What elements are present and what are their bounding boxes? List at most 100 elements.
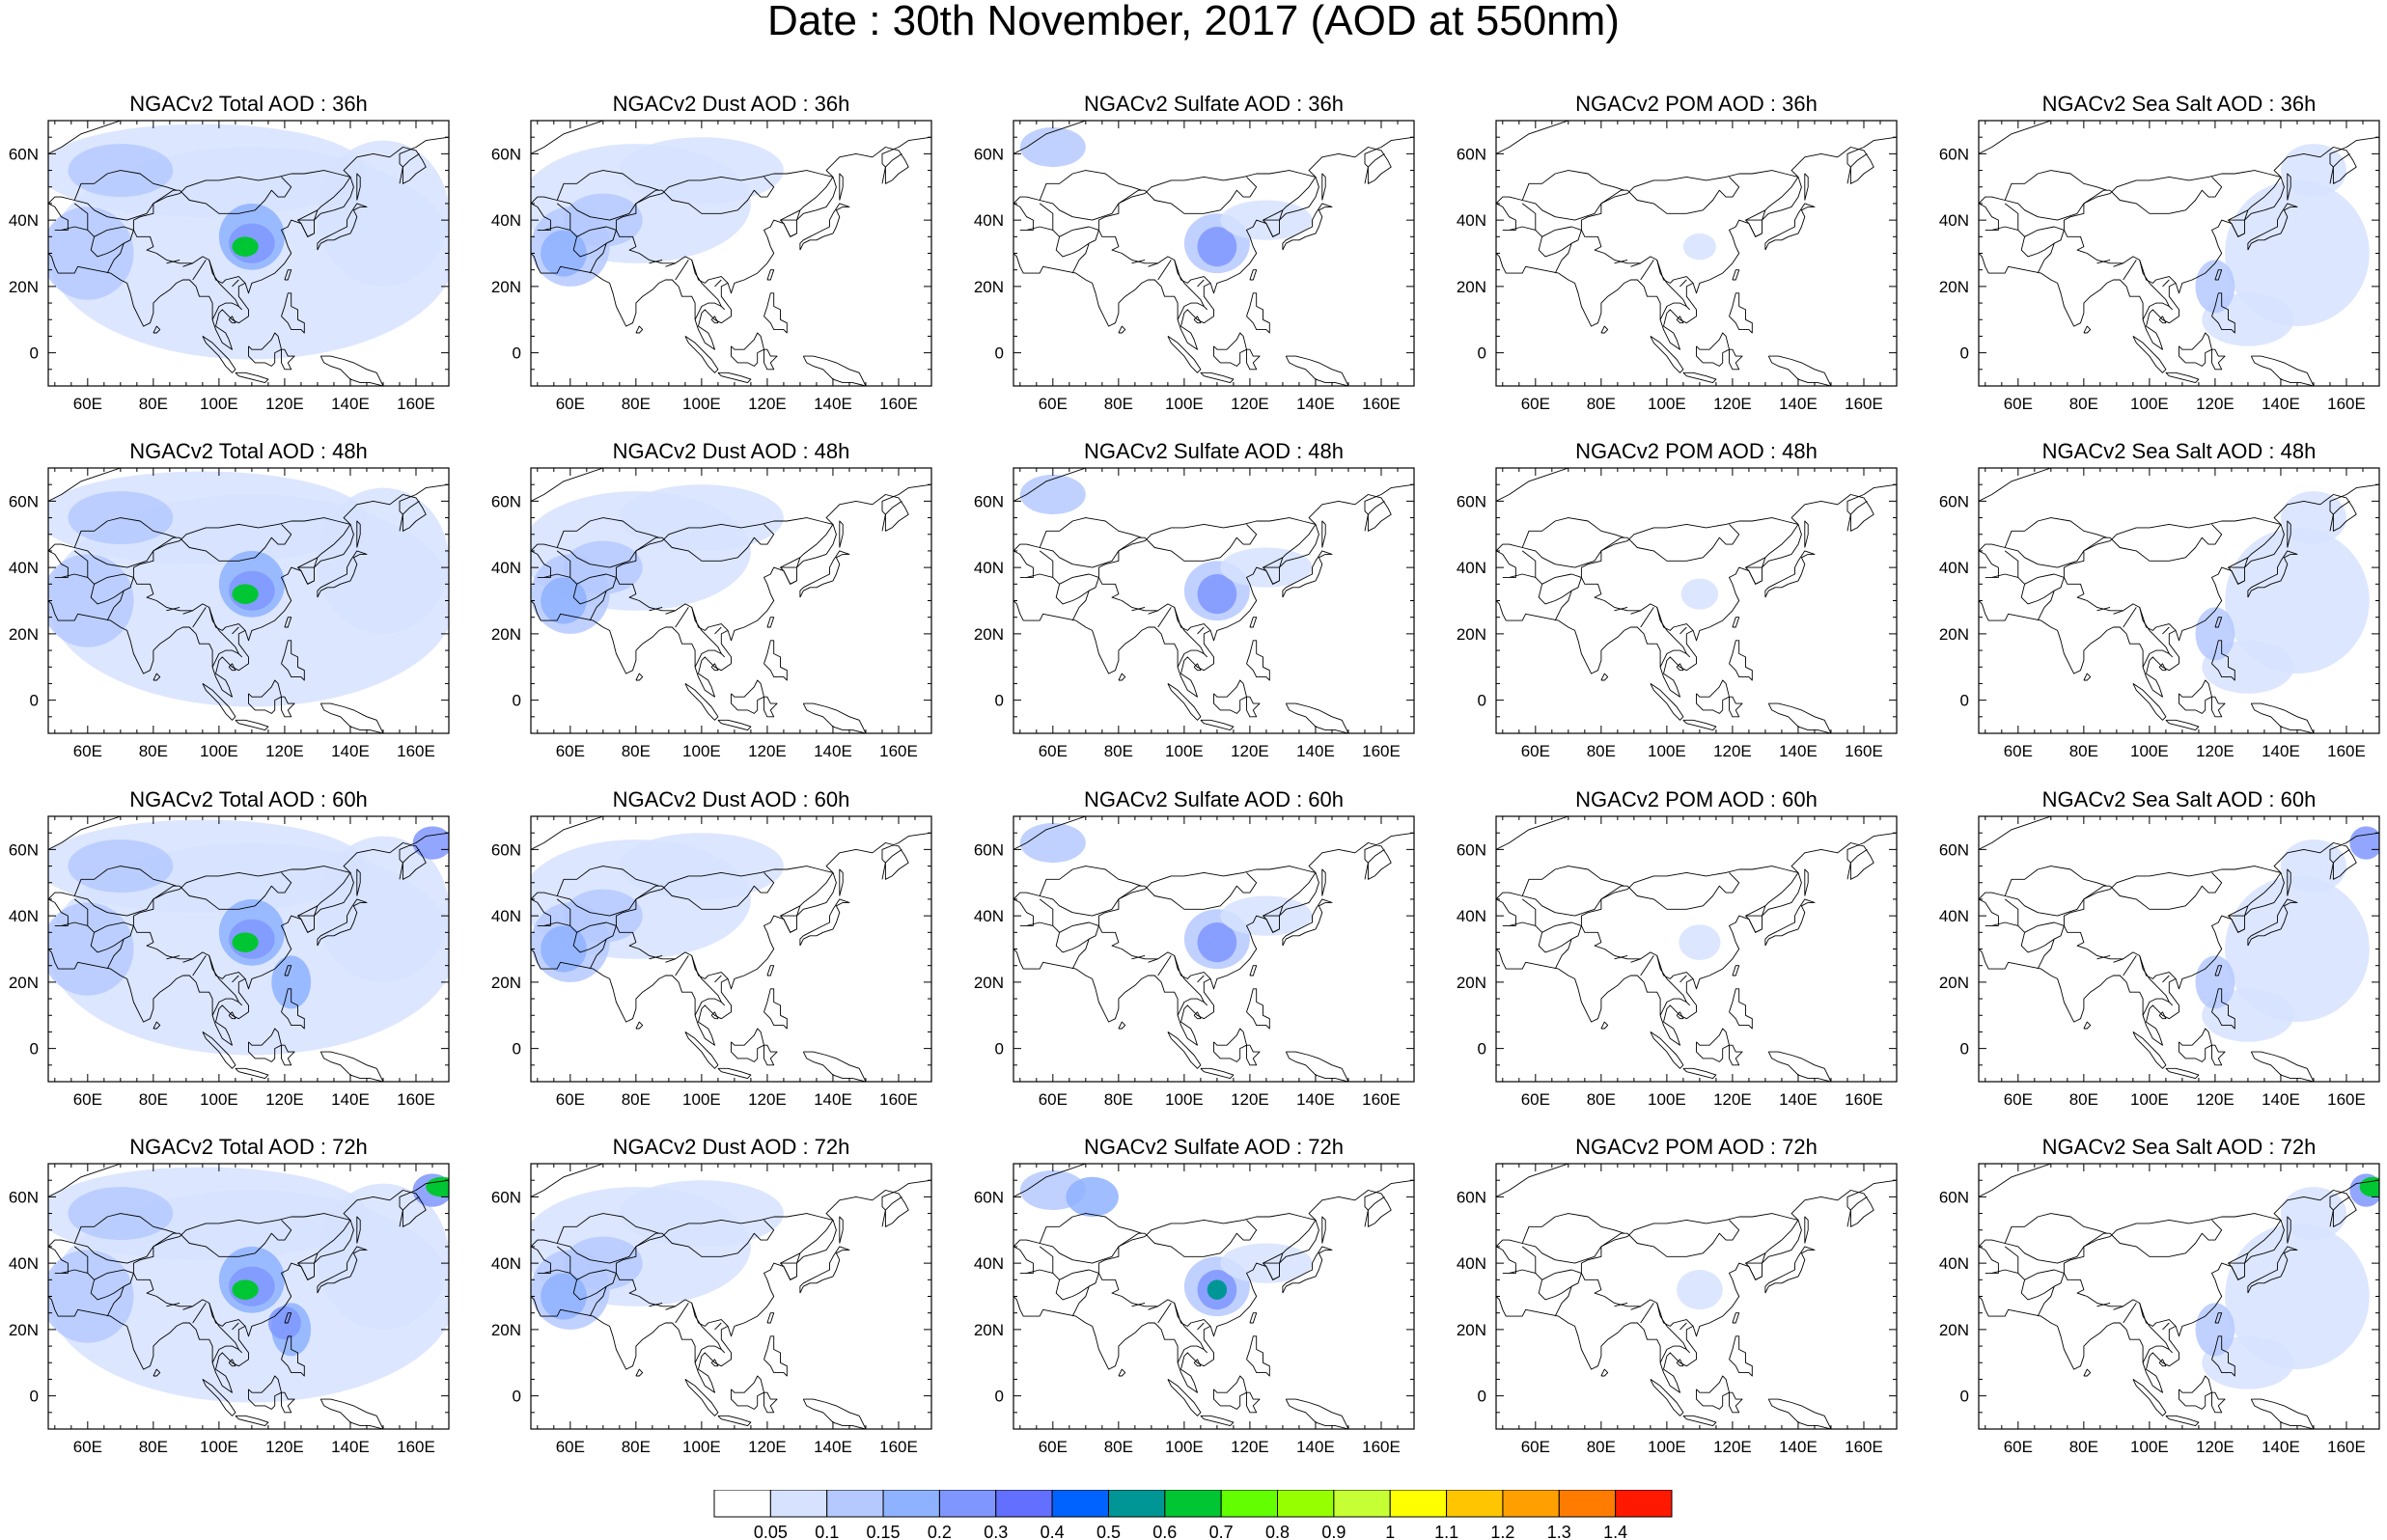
x-tick-label: 80E (1587, 395, 1616, 413)
y-tick-label: 0 (1960, 1388, 1969, 1406)
panel-title: NGACv2 Sea Salt AOD : 48h (2041, 439, 2317, 463)
x-tick-label: 60E (556, 742, 585, 760)
x-tick-label: 120E (1713, 395, 1752, 413)
map-panel-total-48h: NGACv2 Total AOD : 48h 60E 80E 100E 120E 140E… (9, 439, 450, 760)
colorbar-label: 0.7 (1209, 1523, 1234, 1540)
x-tick-label: 60E (73, 1438, 102, 1456)
coastlines (531, 468, 931, 733)
x-tick-label: 60E (556, 1438, 585, 1456)
aod-region (1066, 1176, 1119, 1217)
aod-region (1197, 227, 1237, 267)
y-tick-label: 20N (1939, 278, 1969, 296)
y-tick-label: 20N (974, 1321, 1004, 1339)
x-tick-label: 140E (814, 1090, 852, 1109)
y-tick-label: 0 (1478, 344, 1486, 363)
x-tick-label: 160E (1845, 1438, 1883, 1456)
y-tick-label: 40N (9, 1254, 39, 1273)
panel-title: NGACv2 Sulfate AOD : 48h (1083, 439, 1345, 463)
y-tick-label: 0 (30, 692, 39, 710)
x-tick-label: 160E (1845, 1090, 1883, 1109)
map-panel-sulfate-48h: NGACv2 Sulfate AOD : 48h 60E 80E 100E 120E 14… (974, 439, 1415, 760)
aod-region (2225, 1223, 2370, 1370)
colorbar-box (995, 1490, 1053, 1518)
y-tick-label: 60N (9, 840, 39, 859)
panel-title: NGACv2 POM AOD : 72h (1575, 1135, 1818, 1159)
x-tick-label: 160E (2327, 1438, 2366, 1456)
x-tick-label: 100E (1165, 1090, 1204, 1109)
x-tick-label: 60E (1521, 742, 1550, 760)
aod-region (232, 236, 259, 257)
coastlines (531, 121, 931, 386)
y-tick-label: 40N (974, 559, 1004, 577)
colorbar-label: 0.6 (1152, 1523, 1177, 1540)
x-tick-label: 80E (1587, 1438, 1616, 1456)
x-tick-label: 80E (1587, 742, 1616, 760)
x-tick-label: 140E (814, 742, 852, 760)
y-tick-label: 60N (1457, 492, 1486, 510)
x-tick-label: 100E (200, 742, 238, 760)
x-tick-label: 140E (331, 1090, 370, 1109)
y-tick-label: 40N (491, 1254, 521, 1273)
map-svg: 60E 80E 100E 120E 140E 160E 60N 40N 20N 0 (491, 1163, 932, 1456)
map-svg: 60E 80E 100E 120E 140E 160E 60N 40N 20N 0 (1939, 120, 2380, 413)
aod-field (1019, 126, 1313, 274)
y-tick-label: 40N (9, 211, 39, 230)
x-tick-label: 100E (1648, 1438, 1686, 1456)
aod-region (619, 1180, 784, 1247)
y-tick-label: 20N (9, 974, 39, 992)
panel-title: NGACv2 POM AOD : 60h (1575, 787, 1818, 811)
y-tick-label: 0 (1478, 692, 1486, 710)
y-tick-label: 40N (491, 559, 521, 577)
x-tick-label: 120E (2196, 1438, 2234, 1456)
x-tick-label: 80E (1104, 1438, 1133, 1456)
y-tick-label: 40N (1939, 211, 1969, 230)
x-tick-label: 80E (1104, 395, 1133, 413)
y-tick-label: 40N (491, 907, 521, 925)
x-tick-label: 80E (139, 395, 168, 413)
x-tick-label: 60E (2004, 1090, 2033, 1109)
aod-field (1677, 1270, 1723, 1310)
y-tick-label: 20N (9, 625, 39, 644)
x-tick-label: 80E (1587, 1090, 1616, 1109)
coastlines (48, 468, 449, 733)
x-tick-label: 120E (1713, 1090, 1752, 1109)
map-svg: 60E 80E 100E 120E 140E 160E 60N 40N 20N 0 (1457, 815, 1898, 1109)
panel-title: NGACv2 POM AOD : 48h (1575, 439, 1818, 463)
aod-field (1019, 1169, 1313, 1317)
y-tick-label: 60N (974, 840, 1004, 859)
y-tick-label: 60N (1457, 1188, 1486, 1206)
map-svg: 60E 80E 100E 120E 140E 160E 60N 40N 20N 0 (1939, 467, 2380, 760)
x-tick-label: 160E (397, 1090, 435, 1109)
aod-region (271, 955, 312, 1009)
x-tick-label: 100E (682, 1438, 721, 1456)
aod-field (1682, 233, 1716, 261)
x-tick-label: 140E (331, 1438, 370, 1456)
x-tick-label: 80E (139, 1090, 168, 1109)
map-panel-sulfate-36h: NGACv2 Sulfate AOD : 36h 60E 80E 100E 120E 14… (974, 92, 1415, 413)
aod-region (317, 140, 449, 287)
x-tick-label: 140E (2262, 1090, 2300, 1109)
y-tick-label: 60N (1939, 145, 1969, 163)
x-tick-label: 100E (1648, 742, 1686, 760)
map-svg: 60E 80E 100E 120E 140E 160E 60N 40N 20N 0 (1457, 1163, 1898, 1456)
colorbar-label: 1.2 (1490, 1523, 1514, 1540)
y-tick-label: 20N (9, 1321, 39, 1339)
x-tick-label: 140E (814, 1438, 852, 1456)
aod-region (541, 230, 587, 277)
panel-title: NGACv2 Total AOD : 60h (129, 787, 368, 811)
aod-region (619, 833, 784, 899)
coastlines (1013, 816, 1414, 1082)
map-panel-dust-36h: NGACv2 Dust AOD : 36h 60E 80E 100E 120E 140E 1… (491, 92, 932, 413)
y-tick-label: 60N (9, 1188, 39, 1206)
colorbar-box (1051, 1490, 1109, 1518)
coastlines (1013, 468, 1414, 733)
colorbar-label: 0.8 (1265, 1523, 1290, 1540)
map-svg: 60E 80E 100E 120E 140E 160E 60N 40N 20N 0 (974, 120, 1415, 413)
x-tick-label: 80E (139, 1438, 168, 1456)
aod-region (48, 206, 134, 300)
colorbar-box (1502, 1490, 1560, 1518)
x-tick-label: 160E (1362, 1438, 1401, 1456)
x-tick-label: 100E (682, 742, 721, 760)
x-tick-label: 160E (879, 1090, 918, 1109)
colorbar-box (882, 1490, 940, 1518)
